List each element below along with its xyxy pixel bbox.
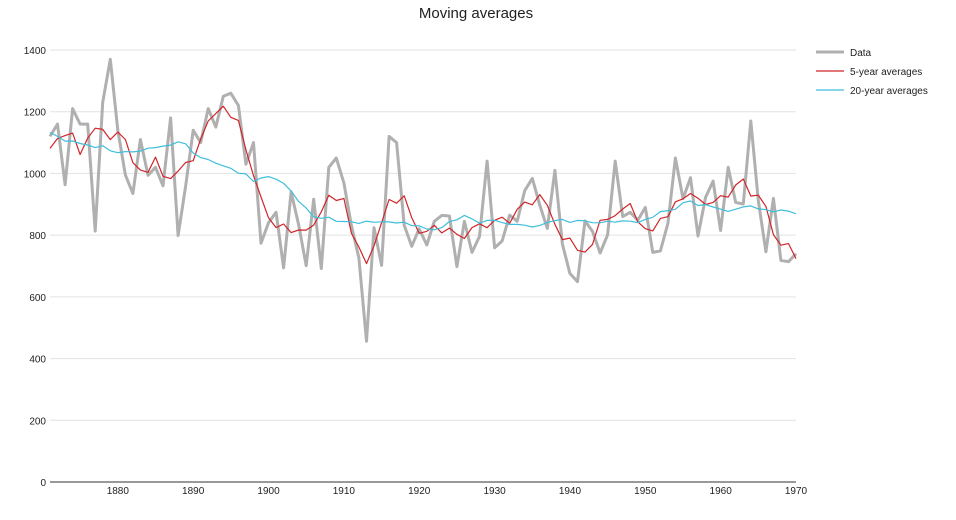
legend-label: 20-year averages bbox=[850, 86, 928, 97]
legend-label: Data bbox=[850, 48, 872, 59]
y-tick-label: 0 bbox=[40, 478, 46, 489]
series-line-5-year-averages bbox=[49, 105, 797, 265]
x-tick-label: 1880 bbox=[107, 486, 130, 497]
series-line-20-year-averages bbox=[49, 131, 797, 231]
x-tick-label: 1910 bbox=[333, 486, 356, 497]
y-tick-label: 1200 bbox=[24, 108, 47, 119]
y-tick-label: 200 bbox=[29, 416, 46, 427]
legend-label: 5-year averages bbox=[850, 67, 922, 78]
x-tick-label: 1940 bbox=[559, 486, 582, 497]
y-tick-label: 800 bbox=[29, 231, 46, 242]
x-tick-label: 1890 bbox=[182, 486, 205, 497]
x-tick-label: 1900 bbox=[257, 486, 280, 497]
chart-title: Moving averages bbox=[419, 5, 533, 22]
x-tick-label: 1930 bbox=[483, 486, 506, 497]
x-tick-label: 1950 bbox=[634, 486, 657, 497]
series-line-data bbox=[48, 57, 798, 343]
y-tick-label: 1000 bbox=[24, 169, 47, 180]
x-tick-label: 1960 bbox=[710, 486, 733, 497]
y-tick-label: 600 bbox=[29, 293, 46, 304]
x-tick-label: 1920 bbox=[408, 486, 431, 497]
y-tick-label: 1400 bbox=[24, 46, 47, 57]
x-tick-label: 1970 bbox=[785, 486, 808, 497]
y-tick-label: 400 bbox=[29, 355, 46, 366]
